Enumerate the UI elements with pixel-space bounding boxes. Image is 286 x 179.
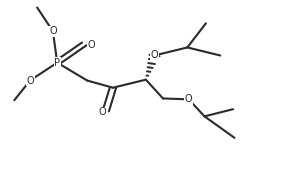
Text: O: O	[185, 94, 192, 104]
Text: O: O	[151, 50, 158, 61]
Text: O: O	[26, 76, 34, 86]
Text: O: O	[99, 107, 106, 117]
Text: O: O	[49, 26, 57, 36]
Text: P: P	[54, 58, 60, 68]
Text: O: O	[88, 40, 95, 50]
